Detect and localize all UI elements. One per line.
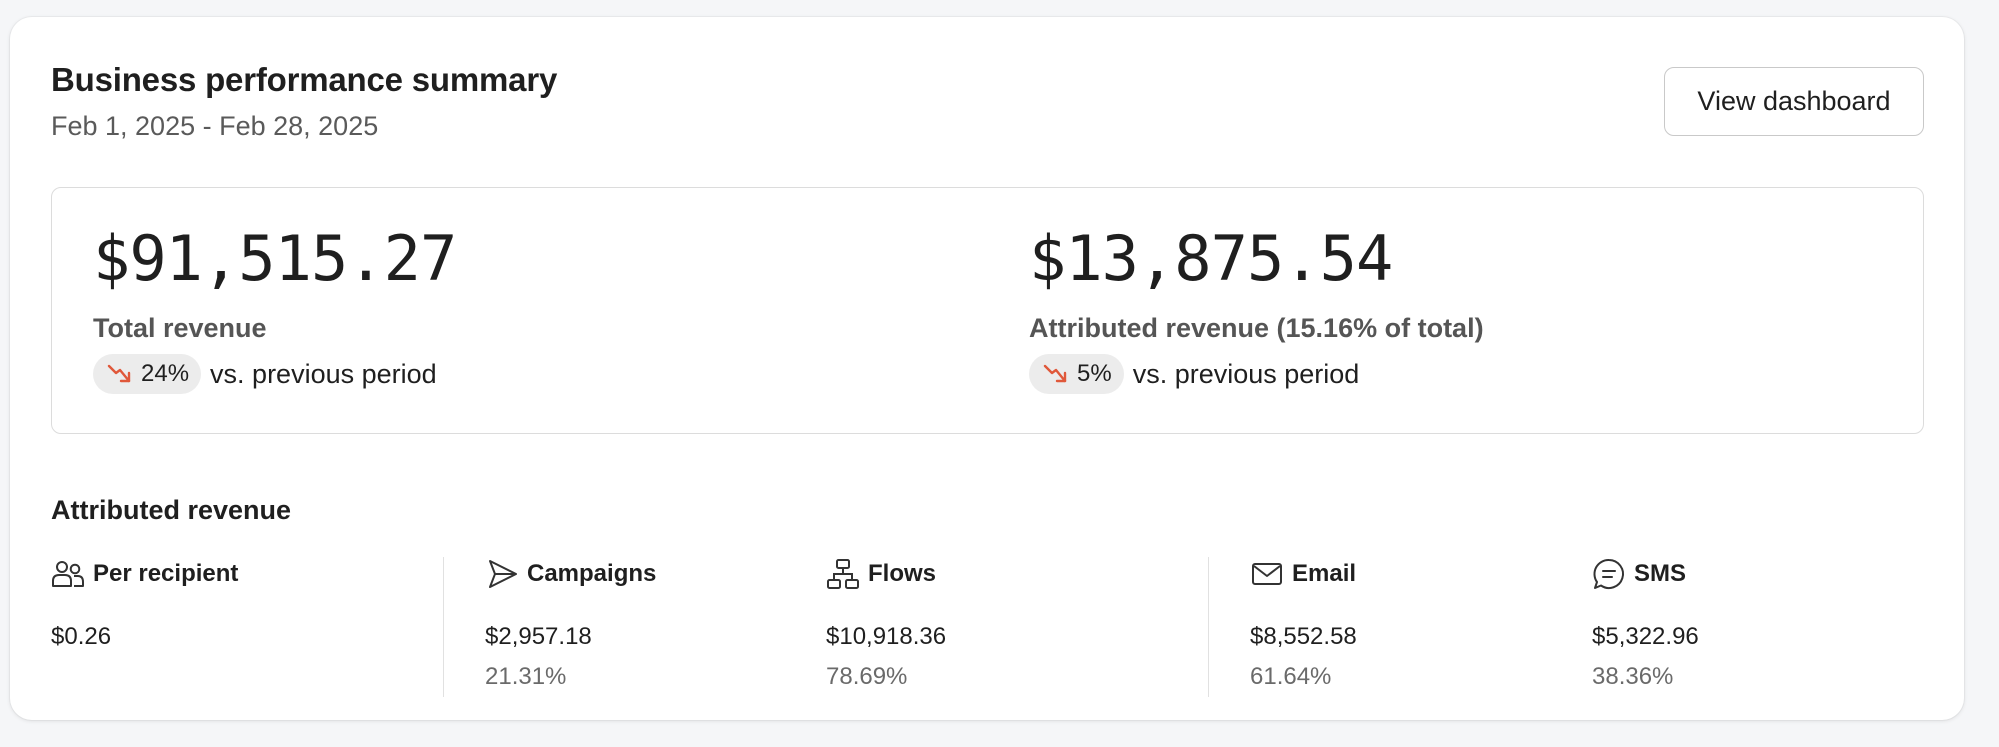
- view-dashboard-button[interactable]: View dashboard: [1664, 67, 1924, 136]
- stat-label: Flows: [868, 560, 937, 587]
- trend-percent: 5%: [1077, 360, 1112, 387]
- page-title: Business performance summary: [51, 61, 558, 98]
- attributed-revenue-label: Attributed revenue (15.16% of total): [1029, 313, 1484, 343]
- date-range: Feb 1, 2025 - Feb 28, 2025: [51, 111, 379, 141]
- stat-value: $10,918.36: [826, 623, 947, 650]
- attributed-revenue-breakdown: Per recipient $0.26 Campaigns $2,957.18 …: [51, 557, 1924, 697]
- stat-per-recipient: Per recipient $0.26: [51, 557, 238, 697]
- trend-down-icon: [1043, 364, 1067, 383]
- flow-icon: [827, 559, 859, 589]
- stat-label: Per recipient: [93, 560, 239, 587]
- send-icon: [489, 560, 517, 588]
- total-revenue-trend: 24% vs. previous period: [93, 354, 437, 394]
- stat-percent: 61.64%: [1250, 663, 1332, 690]
- divider: [1208, 557, 1209, 697]
- stat-percent: 21.31%: [485, 663, 567, 690]
- stat-sms: SMS $5,322.96 38.36%: [1592, 557, 1699, 697]
- stat-campaigns: Campaigns $2,957.18 21.31%: [485, 557, 656, 697]
- attributed-revenue-trend: 5% vs. previous period: [1029, 354, 1359, 394]
- attributed-revenue-heading: Attributed revenue: [51, 495, 292, 525]
- performance-summary-card: Business performance summary Feb 1, 2025…: [10, 17, 1964, 720]
- trend-percent: 24%: [141, 360, 190, 387]
- trend-comparison: vs. previous period: [1132, 358, 1360, 389]
- chat-icon: [1593, 558, 1624, 589]
- divider: [443, 557, 444, 697]
- stat-value: $5,322.96: [1592, 623, 1699, 650]
- stat-percent: 78.69%: [826, 663, 908, 690]
- trend-down-icon: [107, 364, 131, 383]
- stat-label: Email: [1292, 560, 1357, 587]
- trend-badge: 24%: [93, 354, 202, 394]
- trend-badge: 5%: [1029, 354, 1124, 394]
- stat-value: $8,552.58: [1250, 623, 1357, 650]
- total-revenue-value: $91,515.27: [93, 222, 457, 295]
- trend-comparison: vs. previous period: [210, 358, 437, 389]
- stat-label: Campaigns: [527, 560, 657, 587]
- stat-email: Email $8,552.58 61.64%: [1250, 557, 1357, 697]
- stat-value: $2,957.18: [485, 623, 592, 650]
- stat-flows: Flows $10,918.36 78.69%: [826, 557, 946, 697]
- attributed-revenue-value: $13,875.54: [1029, 222, 1393, 295]
- stat-percent: 38.36%: [1592, 663, 1674, 690]
- revenue-summary-box: $91,515.27 Total revenue 24% vs. previou…: [51, 187, 1924, 434]
- stat-value: $0.26: [51, 623, 112, 650]
- stat-label: SMS: [1634, 560, 1687, 587]
- mail-icon: [1252, 563, 1282, 585]
- people-icon: [52, 561, 84, 587]
- total-revenue-label: Total revenue: [93, 313, 267, 343]
